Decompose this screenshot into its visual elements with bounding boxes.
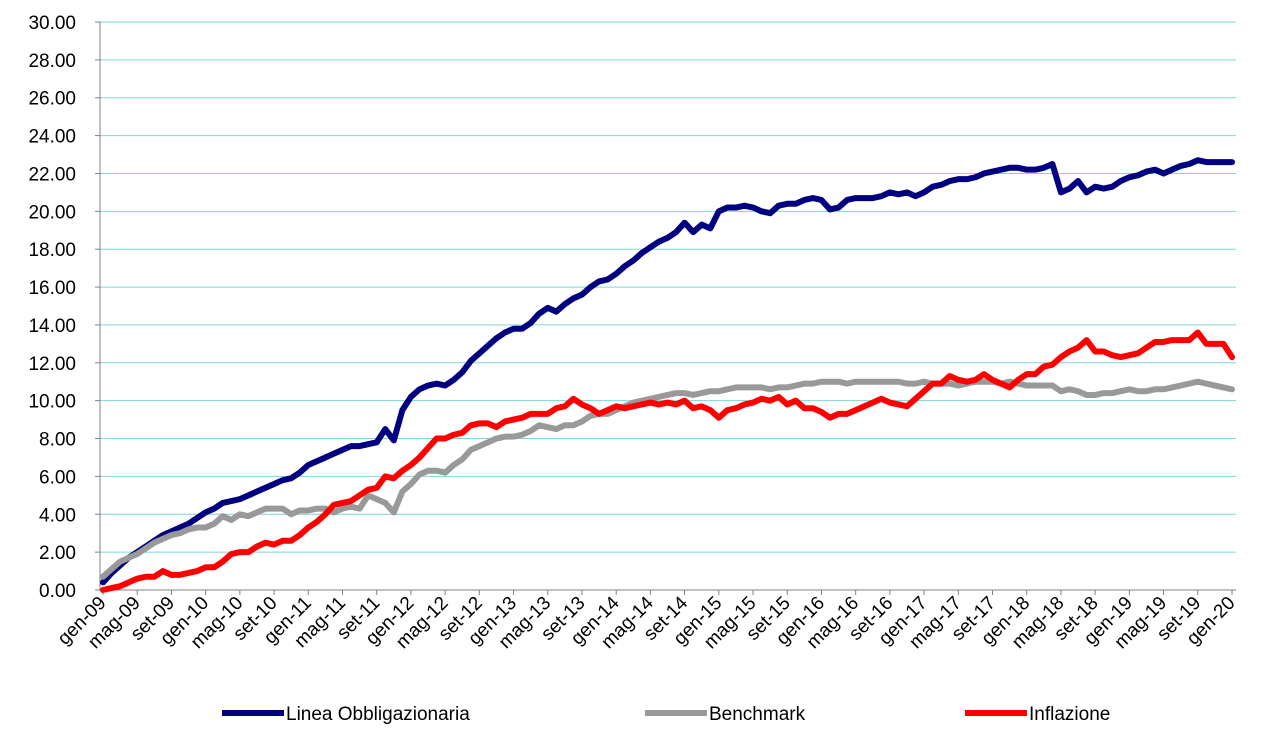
y-tick-label: 18.00 xyxy=(28,240,76,261)
series-line xyxy=(100,157,1235,586)
y-tick-label: 12.00 xyxy=(28,354,76,375)
y-tick-label: 14.00 xyxy=(28,316,76,337)
y-tick-label: 22.00 xyxy=(28,164,76,185)
legend-label: Inflazione xyxy=(1029,704,1110,725)
y-tick-label: 20.00 xyxy=(28,202,76,223)
y-tick-label: 16.00 xyxy=(28,278,76,299)
legend-label: Benchmark xyxy=(709,704,806,725)
legend-item: Linea Obbligazionaria xyxy=(222,704,470,725)
legend-item: Inflazione xyxy=(965,704,1110,725)
y-tick-label: 30.00 xyxy=(28,13,76,34)
y-tick-label: 26.00 xyxy=(28,89,76,110)
series-line xyxy=(100,378,1235,580)
legend-label: Linea Obbligazionaria xyxy=(286,704,470,725)
y-tick-label: 24.00 xyxy=(28,127,76,148)
legend-item: Benchmark xyxy=(645,704,806,725)
series-line xyxy=(100,329,1235,593)
y-tick-label: 4.00 xyxy=(39,505,76,526)
y-tick-label: 6.00 xyxy=(39,467,76,488)
y-tick-label: 8.00 xyxy=(39,430,76,451)
y-tick-label: 2.00 xyxy=(39,543,76,564)
y-tick-label: 28.00 xyxy=(28,51,76,72)
y-tick-label: 0.00 xyxy=(39,581,76,602)
y-tick-label: 10.00 xyxy=(28,392,76,413)
